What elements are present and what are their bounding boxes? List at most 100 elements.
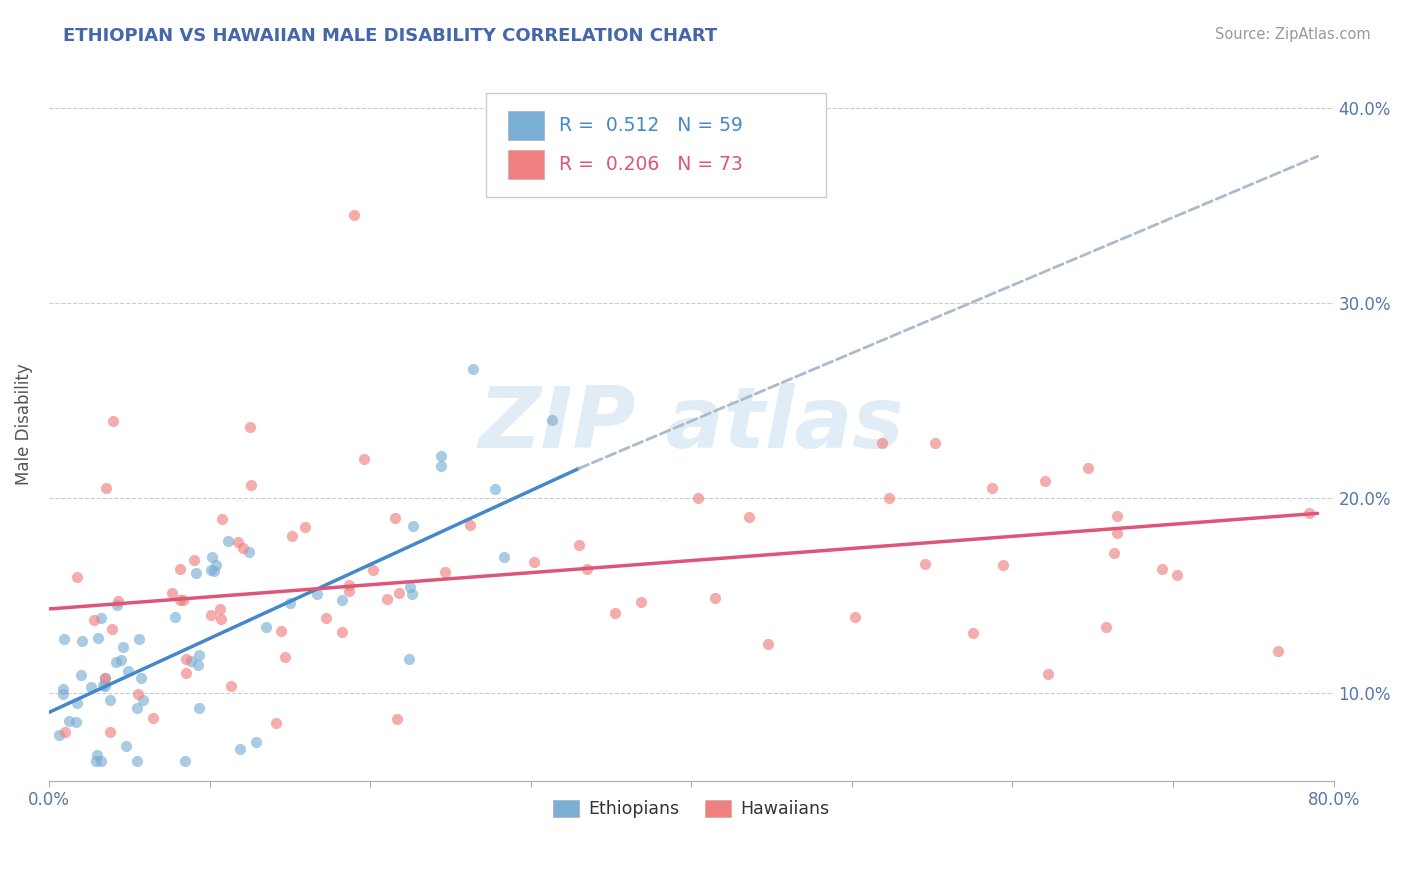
Point <box>962 625 984 640</box>
Point <box>127 754 149 768</box>
Point <box>72 633 94 648</box>
Point <box>1077 461 1099 475</box>
Point <box>52 688 75 702</box>
Point <box>200 563 222 577</box>
Point <box>430 458 453 473</box>
Point <box>245 734 267 748</box>
Point <box>86 747 108 762</box>
Point <box>183 552 205 566</box>
Point <box>107 594 129 608</box>
Point <box>1104 545 1126 559</box>
Point <box>229 741 252 756</box>
Point <box>270 624 292 638</box>
Point <box>738 510 761 524</box>
Y-axis label: Male Disability: Male Disability <box>15 364 32 485</box>
Point <box>186 566 208 580</box>
Point <box>98 724 121 739</box>
Point <box>924 436 946 450</box>
Point <box>52 632 75 647</box>
Point <box>361 563 384 577</box>
Point <box>523 555 546 569</box>
Point <box>66 696 89 710</box>
Point <box>1094 619 1116 633</box>
Point <box>388 586 411 600</box>
Point <box>208 602 231 616</box>
Point <box>200 608 222 623</box>
Point <box>398 652 420 666</box>
Point <box>430 449 453 463</box>
Point <box>540 413 562 427</box>
Point <box>211 512 233 526</box>
Point <box>205 558 228 573</box>
Point <box>266 715 288 730</box>
Point <box>52 682 75 697</box>
Point <box>105 656 128 670</box>
Point <box>460 518 482 533</box>
Text: R =  0.206   N = 73: R = 0.206 N = 73 <box>560 155 742 174</box>
Point <box>1105 508 1128 523</box>
Point <box>188 700 211 714</box>
Point <box>65 714 87 729</box>
Point <box>110 653 132 667</box>
Point <box>105 598 128 612</box>
Point <box>127 701 149 715</box>
Point <box>387 712 409 726</box>
Point <box>337 578 360 592</box>
Point <box>463 362 485 376</box>
Point <box>127 687 149 701</box>
Point <box>90 610 112 624</box>
Point <box>914 557 936 571</box>
Point <box>239 478 262 492</box>
Point <box>79 680 101 694</box>
Point <box>94 671 117 685</box>
Point <box>877 491 900 505</box>
Point <box>87 632 110 646</box>
Point <box>209 612 232 626</box>
Point <box>686 491 709 505</box>
Text: ZIP atlas: ZIP atlas <box>478 383 904 467</box>
Point <box>294 519 316 533</box>
Point <box>66 569 89 583</box>
Point <box>238 545 260 559</box>
Point <box>337 583 360 598</box>
Text: Source: ZipAtlas.com: Source: ZipAtlas.com <box>1215 27 1371 42</box>
Point <box>568 538 591 552</box>
Point <box>84 754 107 768</box>
Point <box>494 549 516 564</box>
Point <box>576 562 599 576</box>
Point <box>55 724 77 739</box>
Point <box>402 519 425 533</box>
Point <box>330 625 353 640</box>
Point <box>83 613 105 627</box>
Point <box>398 580 420 594</box>
Point <box>375 591 398 606</box>
Point <box>238 420 260 434</box>
Point <box>48 728 70 742</box>
Point <box>117 665 139 679</box>
Point <box>98 693 121 707</box>
Point <box>232 541 254 555</box>
Point <box>160 586 183 600</box>
Point <box>254 620 277 634</box>
Point <box>129 671 152 685</box>
Point <box>142 711 165 725</box>
Point <box>94 671 117 685</box>
Point <box>174 754 197 768</box>
Point <box>93 679 115 693</box>
Point <box>993 558 1015 572</box>
Point <box>101 414 124 428</box>
Point <box>226 535 249 549</box>
Point <box>69 668 91 682</box>
Text: ETHIOPIAN VS HAWAIIAN MALE DISABILITY CORRELATION CHART: ETHIOPIAN VS HAWAIIAN MALE DISABILITY CO… <box>63 27 717 45</box>
Point <box>169 562 191 576</box>
Point <box>1166 568 1188 582</box>
Point <box>315 611 337 625</box>
Text: R =  0.512   N = 59: R = 0.512 N = 59 <box>560 116 742 135</box>
Point <box>201 550 224 565</box>
Point <box>187 648 209 662</box>
Point <box>401 587 423 601</box>
Point <box>870 436 893 450</box>
Point <box>280 529 302 543</box>
Point <box>353 452 375 467</box>
Point <box>217 534 239 549</box>
